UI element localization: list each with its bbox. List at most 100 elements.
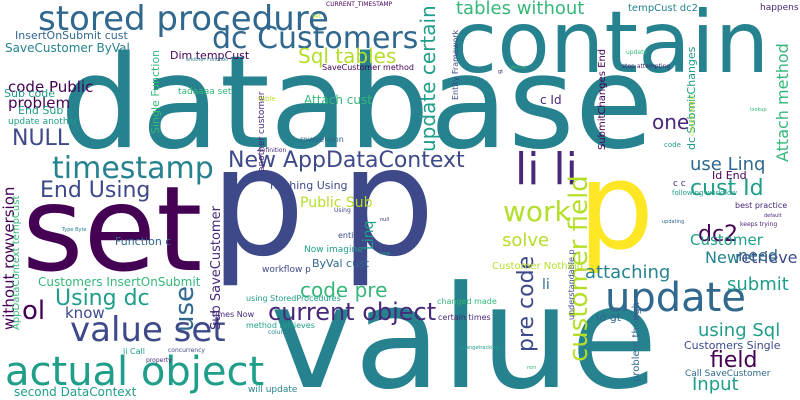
word-concurrency: concurrency	[168, 347, 205, 354]
word-tiny-7: updating	[662, 219, 685, 225]
word-second-datacontext: second DataContext	[14, 385, 137, 399]
word-id-end: Id End	[712, 169, 747, 182]
word-property: property	[146, 357, 172, 364]
word-stored-procedure: stored procedure	[38, 0, 329, 39]
word-field: field	[710, 348, 758, 373]
word-tiny-9: new	[380, 251, 391, 257]
word-ol: ol	[22, 296, 46, 326]
word-happens-now: happens now	[760, 3, 800, 13]
word-customer-nothing: Customer Nothing	[492, 261, 584, 272]
word-byval-cust: ByVal cust	[312, 257, 370, 270]
word-entity-framework: Entity Framework	[451, 29, 460, 100]
word-tempcust-dc2: tempCust dc2	[628, 3, 698, 14]
word-insertonsubmit-cust: InsertOnSubmit cust	[15, 29, 128, 42]
word-customers-single: Customers Single	[684, 339, 781, 352]
word-savecustomer-method: SaveCustomer method	[322, 63, 414, 72]
word-timestamp: timestamp	[52, 151, 214, 186]
word-stop-attempting: stop attempting	[622, 63, 671, 70]
word-changed-made: changed made	[437, 297, 497, 306]
word-using-dc: Using dc	[55, 286, 150, 311]
word-column-within: column within	[689, 93, 696, 136]
word-tiny-15: null	[380, 217, 390, 223]
word-will-update: will update	[248, 385, 298, 395]
word-nothing-using: Nothing Using	[270, 179, 348, 192]
word-tiny-6: default	[764, 213, 782, 219]
word-definition: definition	[258, 147, 287, 154]
word-li: li	[542, 277, 550, 293]
word-method-retrieves: method retrieves	[246, 321, 315, 330]
word-appdatacontext-tempcust: AppDataContext tempCust	[11, 195, 22, 330]
word-keeps-trying: keeps trying	[740, 221, 778, 228]
word-certain-times: certain times	[438, 313, 491, 322]
word-li-call: li Call	[123, 347, 145, 356]
word-work: work	[503, 195, 571, 228]
word-tiny-11: non	[527, 365, 537, 371]
word-customers-insertonsubmit: Customers InsertOnSubmit	[38, 275, 201, 289]
word-code-public: code Public	[8, 78, 94, 96]
word-actual-object: actual object	[5, 349, 265, 395]
word-entity: entity	[338, 231, 362, 240]
word-use: use	[170, 285, 200, 332]
word-another-customer: another customer	[257, 91, 267, 172]
word-update: update	[605, 275, 746, 321]
word-solve: solve	[502, 230, 550, 251]
word-contain: contain	[450, 0, 770, 93]
word-set: set	[22, 160, 203, 298]
word-using-storedprocedures: using StoredProcedures	[246, 294, 341, 303]
word-sub-code: Sub code	[4, 87, 55, 100]
word-new-appdatacontext: New AppDataContext	[228, 148, 465, 173]
word-tadaaaa-set: tadaaaa set	[178, 87, 232, 97]
word-end-sub: End Sub	[18, 104, 64, 117]
word-now-imagine: Now imagine	[304, 245, 363, 255]
word-attaching: attaching	[585, 262, 671, 283]
word-code-pre: code pre	[300, 278, 388, 302]
word-id-gt: Id gt	[596, 311, 622, 324]
word-update-certain: update certain	[416, 5, 440, 152]
word-p3: p	[578, 138, 655, 277]
word-one: one	[652, 110, 690, 134]
word-sql-tables: Sql tables	[298, 44, 397, 68]
word-new: New	[705, 248, 740, 267]
word-retrieve: retrieve	[735, 248, 798, 267]
word-current-timestamp: CURRENT_TIMESTAMP	[326, 1, 393, 8]
word-end-using: End Using	[40, 178, 151, 203]
word-update-another: update another	[8, 117, 78, 127]
word-tiny-10: code	[664, 141, 681, 149]
word-single-function: Single Function	[149, 49, 162, 134]
word-table: table	[258, 95, 276, 103]
word-database: database	[60, 29, 654, 178]
word-p2: p	[340, 116, 436, 290]
word-need: need	[738, 246, 778, 265]
word-tables-without: tables without	[456, 0, 585, 19]
word-tiny-2: column	[268, 329, 291, 336]
word-tiny-14: lookup	[750, 107, 767, 113]
word-submitchanges-end: SubmitChanges End	[597, 48, 608, 150]
word-best-practice: best practice	[735, 201, 788, 210]
word-value-set: value set	[70, 310, 226, 350]
word-public-sub: Public Sub	[300, 195, 373, 211]
word-cust-id: cust Id	[690, 176, 764, 201]
word-savecustomer-byval: SaveCustomer ByVal	[5, 41, 130, 55]
word-dc-customers: dc Customers	[212, 21, 419, 56]
word-dim-tempcust: Dim tempCust	[170, 49, 250, 62]
word-dc2: dc2	[698, 222, 739, 247]
word-times-now: times Now	[212, 310, 255, 319]
word-attach-cust: Attach cust	[304, 93, 372, 107]
word-value-big: value	[270, 256, 658, 400]
word-use-linq: use Linq	[690, 154, 766, 175]
word-update-small: update	[626, 49, 648, 56]
word-null: NULL	[12, 126, 70, 151]
word-know: know	[65, 304, 105, 322]
word-current-object: current object	[268, 298, 437, 326]
word-rowversion: rowversion	[300, 135, 344, 144]
word-tiny-13: gt	[498, 69, 504, 75]
word-tiny-12: set	[312, 13, 322, 20]
word-tiny-8: VerCol	[510, 65, 527, 71]
word-using-sql: using Sql	[698, 320, 781, 341]
word-tiny-5: another Function	[186, 57, 229, 63]
word-following-workflow: following workflow	[672, 189, 738, 197]
word-function-c: Function c	[115, 235, 172, 248]
word-problem-though: problem though	[631, 302, 642, 382]
word-input: Input	[692, 374, 739, 395]
